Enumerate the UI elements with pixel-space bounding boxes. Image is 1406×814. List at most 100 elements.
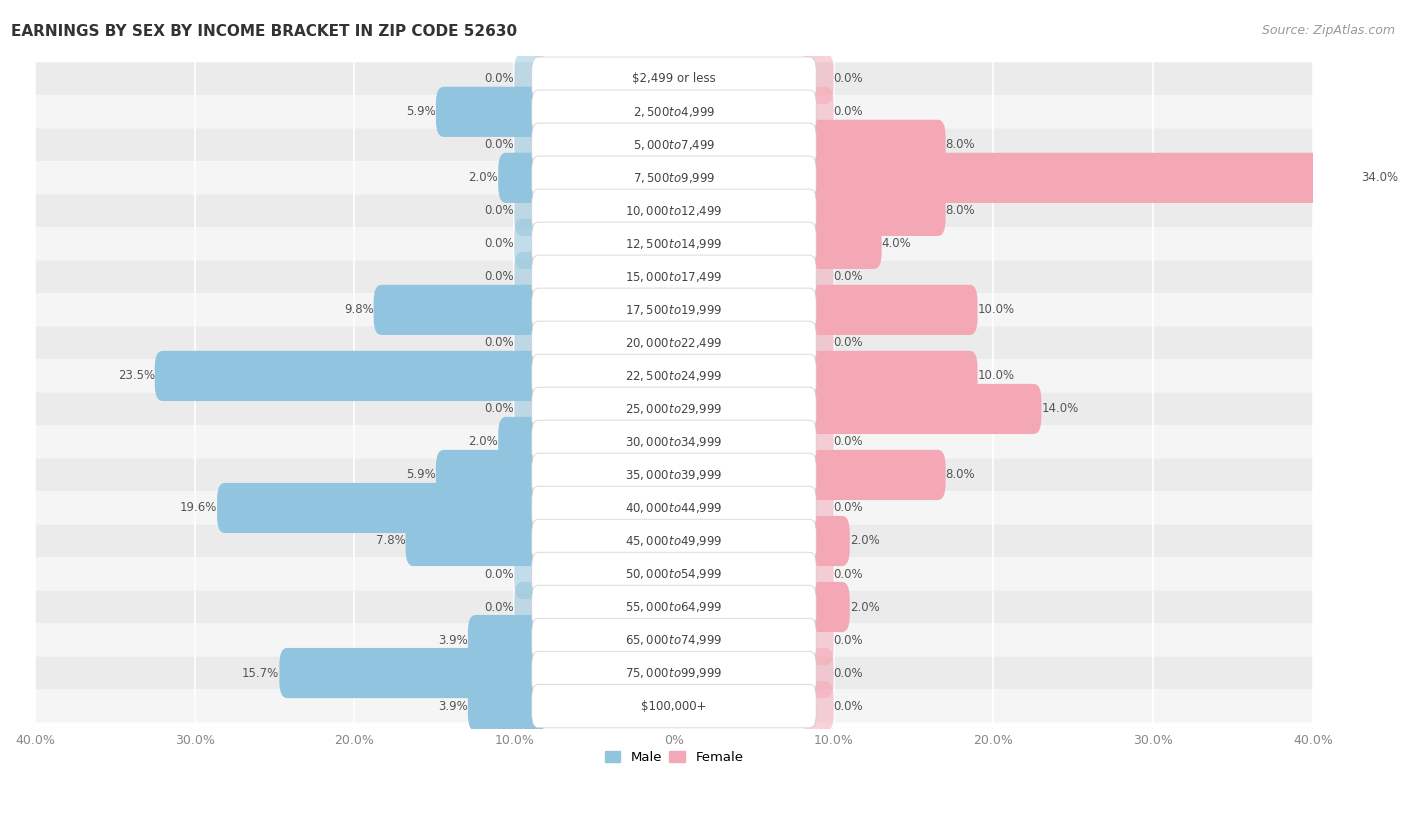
FancyBboxPatch shape [35, 624, 1313, 657]
FancyBboxPatch shape [531, 519, 815, 562]
FancyBboxPatch shape [35, 360, 1313, 392]
Legend: Male, Female: Male, Female [599, 746, 748, 770]
FancyBboxPatch shape [531, 288, 815, 331]
Text: 19.6%: 19.6% [180, 501, 217, 514]
FancyBboxPatch shape [217, 483, 546, 533]
Text: $65,000 to $74,999: $65,000 to $74,999 [626, 633, 723, 647]
Text: 3.9%: 3.9% [439, 633, 468, 646]
FancyBboxPatch shape [35, 458, 1313, 492]
FancyBboxPatch shape [515, 219, 546, 269]
FancyBboxPatch shape [801, 252, 834, 302]
Text: $22,500 to $24,999: $22,500 to $24,999 [626, 369, 723, 383]
FancyBboxPatch shape [531, 90, 815, 133]
Text: 0.0%: 0.0% [834, 72, 863, 85]
Text: $40,000 to $44,999: $40,000 to $44,999 [626, 501, 723, 515]
FancyBboxPatch shape [801, 87, 834, 137]
Text: 5.9%: 5.9% [406, 105, 436, 118]
FancyBboxPatch shape [801, 648, 834, 698]
FancyBboxPatch shape [35, 227, 1313, 260]
Text: $50,000 to $54,999: $50,000 to $54,999 [626, 567, 723, 581]
Text: $35,000 to $39,999: $35,000 to $39,999 [626, 468, 723, 482]
Text: 0.0%: 0.0% [834, 105, 863, 118]
FancyBboxPatch shape [531, 255, 815, 299]
FancyBboxPatch shape [35, 260, 1313, 293]
FancyBboxPatch shape [35, 689, 1313, 723]
FancyBboxPatch shape [801, 681, 834, 731]
Text: 10.0%: 10.0% [977, 304, 1015, 317]
FancyBboxPatch shape [531, 156, 815, 199]
Text: $25,000 to $29,999: $25,000 to $29,999 [626, 402, 723, 416]
Text: 0.0%: 0.0% [834, 435, 863, 449]
FancyBboxPatch shape [801, 54, 834, 104]
Text: EARNINGS BY SEX BY INCOME BRACKET IN ZIP CODE 52630: EARNINGS BY SEX BY INCOME BRACKET IN ZIP… [11, 24, 517, 39]
FancyBboxPatch shape [531, 486, 815, 530]
FancyBboxPatch shape [155, 351, 546, 401]
Text: 0.0%: 0.0% [485, 402, 515, 415]
Text: 0.0%: 0.0% [834, 633, 863, 646]
FancyBboxPatch shape [531, 57, 815, 101]
FancyBboxPatch shape [801, 351, 977, 401]
FancyBboxPatch shape [531, 453, 815, 497]
FancyBboxPatch shape [515, 186, 546, 236]
FancyBboxPatch shape [515, 582, 546, 632]
Text: 2.0%: 2.0% [849, 535, 880, 548]
Text: $2,499 or less: $2,499 or less [633, 72, 716, 85]
Text: $45,000 to $49,999: $45,000 to $49,999 [626, 534, 723, 548]
FancyBboxPatch shape [801, 285, 977, 335]
Text: 3.9%: 3.9% [439, 699, 468, 712]
FancyBboxPatch shape [531, 222, 815, 265]
FancyBboxPatch shape [35, 426, 1313, 458]
Text: 0.0%: 0.0% [485, 270, 515, 283]
Text: 0.0%: 0.0% [485, 204, 515, 217]
Text: Source: ZipAtlas.com: Source: ZipAtlas.com [1261, 24, 1395, 37]
Text: 0.0%: 0.0% [834, 501, 863, 514]
FancyBboxPatch shape [801, 615, 834, 665]
FancyBboxPatch shape [801, 219, 882, 269]
FancyBboxPatch shape [35, 129, 1313, 161]
FancyBboxPatch shape [801, 450, 946, 500]
Text: 2.0%: 2.0% [468, 172, 498, 184]
FancyBboxPatch shape [35, 392, 1313, 426]
FancyBboxPatch shape [498, 417, 546, 467]
FancyBboxPatch shape [405, 516, 546, 566]
Text: 34.0%: 34.0% [1361, 172, 1398, 184]
Text: 5.9%: 5.9% [406, 469, 436, 481]
Text: 10.0%: 10.0% [977, 370, 1015, 383]
FancyBboxPatch shape [531, 189, 815, 233]
Text: $100,000+: $100,000+ [641, 699, 707, 712]
Text: 14.0%: 14.0% [1042, 402, 1078, 415]
FancyBboxPatch shape [35, 63, 1313, 95]
FancyBboxPatch shape [280, 648, 546, 698]
FancyBboxPatch shape [531, 123, 815, 167]
FancyBboxPatch shape [531, 322, 815, 365]
Text: 0.0%: 0.0% [485, 567, 515, 580]
Text: $17,500 to $19,999: $17,500 to $19,999 [626, 303, 723, 317]
FancyBboxPatch shape [801, 186, 946, 236]
Text: 8.0%: 8.0% [946, 469, 976, 481]
Text: $10,000 to $12,499: $10,000 to $12,499 [626, 204, 723, 218]
FancyBboxPatch shape [515, 384, 546, 434]
Text: 0.0%: 0.0% [834, 567, 863, 580]
Text: $7,500 to $9,999: $7,500 to $9,999 [633, 171, 716, 185]
FancyBboxPatch shape [801, 384, 1042, 434]
Text: 0.0%: 0.0% [834, 699, 863, 712]
FancyBboxPatch shape [35, 195, 1313, 227]
FancyBboxPatch shape [35, 95, 1313, 129]
FancyBboxPatch shape [436, 87, 546, 137]
FancyBboxPatch shape [531, 552, 815, 596]
FancyBboxPatch shape [801, 120, 946, 170]
Text: 15.7%: 15.7% [242, 667, 280, 680]
Text: 0.0%: 0.0% [485, 238, 515, 251]
Text: $75,000 to $99,999: $75,000 to $99,999 [626, 666, 723, 680]
Text: 0.0%: 0.0% [485, 601, 515, 614]
FancyBboxPatch shape [35, 293, 1313, 326]
Text: 4.0%: 4.0% [882, 238, 911, 251]
Text: $20,000 to $22,499: $20,000 to $22,499 [626, 336, 723, 350]
FancyBboxPatch shape [35, 492, 1313, 524]
FancyBboxPatch shape [531, 585, 815, 628]
FancyBboxPatch shape [531, 619, 815, 662]
FancyBboxPatch shape [35, 161, 1313, 195]
Text: $2,500 to $4,999: $2,500 to $4,999 [633, 105, 716, 119]
FancyBboxPatch shape [35, 657, 1313, 689]
Text: $30,000 to $34,999: $30,000 to $34,999 [626, 435, 723, 449]
